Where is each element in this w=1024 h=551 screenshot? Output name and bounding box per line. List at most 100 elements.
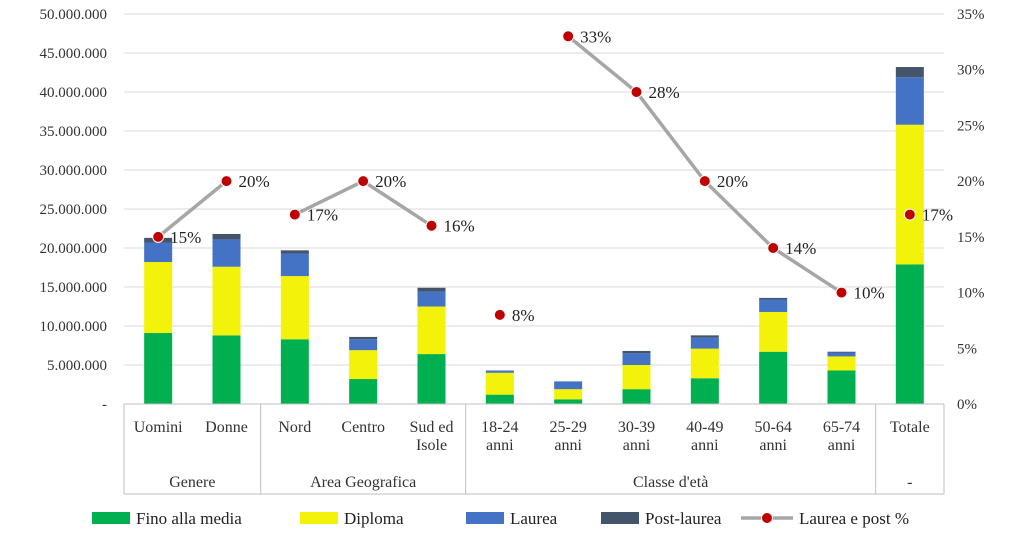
y-right-tick-label: 10% [957,286,985,302]
line-point [903,208,916,221]
legend-label: Laurea e post % [799,509,909,528]
group-label: Area Geografica [310,474,416,491]
bar-segment-fino-alla-media [895,264,924,404]
bar-segment-laurea [690,337,719,349]
y-left-tick-label: 5.000.000 [47,358,107,374]
bar-segment-fino-alla-media [349,379,378,404]
line-point [767,242,780,254]
category-label: Totale [890,419,930,436]
data-label: 14% [785,239,816,258]
bar-segment-diploma [554,389,583,400]
group-label: Classe d'età [633,474,708,491]
bar-segment-laurea [349,339,378,351]
y-right-tick-label: 25% [957,118,985,134]
y-right-tick-label: 35% [957,7,985,23]
line-point [220,175,233,188]
y-left-tick-label: 10.000.000 [40,319,108,335]
bar-segment-post-laurea [280,250,309,254]
bar-segment-diploma [349,350,378,380]
legend-swatch [92,512,130,524]
data-label: 15% [170,228,201,247]
category-label: anni [691,437,719,454]
y-right-tick-label: 0% [957,397,977,413]
category-label: anni [486,437,514,454]
legend-marker [761,512,773,524]
bar-segment-post-laurea [212,233,241,240]
bar-segment-laurea [485,370,514,373]
bar-segment-diploma [144,262,173,334]
category-label: anni [828,437,856,454]
line-point [493,308,506,321]
y-left-tick-label: 25.000.000 [40,202,108,218]
bar-segment-post-laurea [622,350,651,354]
bar-segment-diploma [827,356,856,371]
y-right-tick-label: 30% [957,63,985,79]
category-label: Centro [341,419,385,436]
y-right-tick-label: 5% [957,341,977,357]
category-label: Donne [205,419,248,436]
y-left-tick-label: 40.000.000 [40,85,108,101]
bar-segment-fino-alla-media [827,370,856,404]
data-label: 8% [512,306,535,325]
y-left-tick-label: 30.000.000 [40,163,108,179]
bar-segment-laurea [622,353,651,365]
category-label: Sud ed [410,419,454,436]
bar-segment-fino-alla-media [212,335,241,404]
legend-label: Diploma [344,509,404,528]
line-point [630,86,643,98]
bar-segment-fino-alla-media [690,378,719,404]
bar-segment-laurea [280,253,309,277]
category-label: anni [759,437,787,454]
legend-label: Laurea [510,509,558,528]
line-point [835,286,848,299]
bar-segment-fino-alla-media [759,351,788,404]
category-label: 40-49 [686,419,723,436]
legend-swatch [601,512,639,524]
category-label: anni [623,437,651,454]
line-point [698,175,711,188]
line-segment [157,179,228,239]
bar-segment-laurea [554,381,583,390]
category-label: Isole [416,437,447,454]
bar-segment-laurea [417,291,446,307]
y-left-tick-label: 50.000.000 [40,7,108,23]
bar-segment-fino-alla-media [280,339,309,404]
legend-label: Post-laurea [645,509,722,528]
category-label: 18-24 [481,419,518,436]
data-label: 17% [922,206,953,225]
data-label: 20% [239,172,270,191]
bar-segment-fino-alla-media [622,389,651,404]
bar-segment-post-laurea [349,336,378,340]
line-point [425,219,438,232]
y-right-tick-label: 20% [957,174,985,190]
bar-segment-fino-alla-media [417,354,446,404]
group-label: - [907,474,912,491]
y-left-tick-label: - [102,397,107,413]
bar-segment-diploma [417,306,446,355]
group-label: Genere [169,474,215,491]
bar-segment-diploma [895,124,924,265]
bar-segment-post-laurea [417,287,446,292]
data-label: 10% [854,284,885,303]
data-label: 33% [580,27,611,46]
y-left-tick-label: 15.000.000 [40,280,108,296]
line-point [562,30,575,43]
bar-segment-laurea [895,77,924,125]
category-label: 25-29 [550,419,587,436]
category-label: 30-39 [618,419,655,436]
data-label: 16% [444,217,475,236]
category-label: anni [554,437,582,454]
category-label: 65-74 [823,419,860,436]
bar-segment-diploma [759,311,788,352]
y-left-tick-label: 35.000.000 [40,124,108,140]
bar-segment-post-laurea [895,67,924,78]
bar-segment-fino-alla-media [144,333,173,404]
category-label: Nord [278,419,311,436]
bar-segment-post-laurea [759,297,788,300]
bar-segment-laurea [759,299,788,312]
data-label: 17% [307,206,338,225]
bar-segment-laurea [827,352,856,357]
bar-segment-diploma [690,348,719,379]
